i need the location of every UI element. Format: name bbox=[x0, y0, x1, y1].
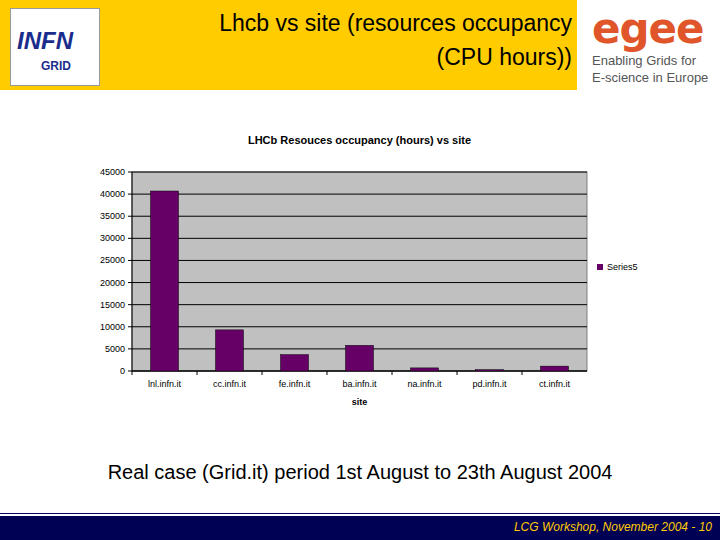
tick-mark bbox=[522, 371, 523, 375]
slide-title-line: Lhcb vs site (resources occupancy bbox=[219, 10, 572, 37]
tick-mark bbox=[128, 348, 132, 349]
grid-line bbox=[132, 304, 587, 305]
axis-label: site bbox=[352, 397, 368, 407]
tick-label: 40000 bbox=[100, 189, 125, 199]
tick-mark bbox=[128, 326, 132, 327]
logo-text: INFN bbox=[17, 27, 73, 55]
chart-title: LHCb Resouces occupancy (hours) vs site bbox=[248, 134, 471, 146]
tick-mark bbox=[132, 371, 133, 375]
tick-mark bbox=[128, 260, 132, 261]
tick-label: 5000 bbox=[105, 344, 125, 354]
tick-mark bbox=[392, 371, 393, 375]
tick-label: 35000 bbox=[100, 211, 125, 221]
footer-rule bbox=[0, 513, 720, 514]
bars bbox=[151, 191, 569, 371]
bar bbox=[346, 345, 374, 371]
chart: LHCb Resouces occupancy (hours) vs site 0… bbox=[82, 120, 657, 420]
legend-swatch bbox=[597, 264, 603, 270]
tick-mark bbox=[197, 371, 198, 375]
tick-label: 15000 bbox=[100, 300, 125, 310]
tick-mark bbox=[128, 282, 132, 283]
tick-mark bbox=[262, 371, 263, 375]
tick-label: ba.infn.it bbox=[342, 379, 377, 389]
grid-line bbox=[132, 260, 587, 261]
grid-line bbox=[132, 194, 587, 195]
tick-mark bbox=[457, 371, 458, 375]
tick-mark bbox=[128, 172, 132, 173]
bar bbox=[151, 191, 179, 371]
slide-title-line: (CPU hours)) bbox=[437, 44, 572, 71]
grid-line bbox=[132, 282, 587, 283]
logo-tagline: Enabling Grids for bbox=[592, 53, 696, 68]
logo-tagline: E-science in Europe bbox=[592, 70, 708, 85]
bar bbox=[216, 330, 244, 371]
tick-mark bbox=[128, 304, 132, 305]
bar bbox=[476, 370, 504, 371]
bar bbox=[541, 366, 569, 371]
tick-label: 20000 bbox=[100, 278, 125, 288]
bar bbox=[411, 368, 439, 371]
footer-text: LCG Workshop, November 2004 - 10 bbox=[514, 520, 712, 534]
logo-right: egee bbox=[592, 4, 704, 53]
legend-label: Series5 bbox=[607, 262, 638, 272]
grid-line bbox=[132, 216, 587, 217]
y-axis bbox=[132, 172, 133, 371]
grid-line bbox=[132, 172, 587, 173]
tick-label: 25000 bbox=[100, 255, 125, 265]
tick-label: cc.infn.it bbox=[213, 379, 247, 389]
logo-left: INFN GRID bbox=[10, 8, 100, 86]
tick-label: ct.infn.it bbox=[539, 379, 571, 389]
tick-label: lnl.infn.it bbox=[148, 379, 182, 389]
caption: Real case (Grid.it) period 1st August to… bbox=[0, 461, 720, 484]
legend-box bbox=[593, 260, 651, 276]
tick-mark bbox=[128, 216, 132, 217]
grid-line bbox=[132, 238, 587, 239]
tick-mark bbox=[128, 371, 132, 372]
logo-text: GRID bbox=[41, 59, 71, 73]
tick-label: 45000 bbox=[100, 167, 125, 177]
tick-mark bbox=[128, 194, 132, 195]
tick-label: 0 bbox=[120, 366, 125, 376]
plot-area bbox=[132, 172, 587, 371]
grid-line bbox=[132, 326, 587, 327]
tick-mark bbox=[128, 238, 132, 239]
tick-mark bbox=[327, 371, 328, 375]
tick-label: na.infn.it bbox=[407, 379, 442, 389]
tick-label: 10000 bbox=[100, 322, 125, 332]
tick-label: 30000 bbox=[100, 233, 125, 243]
chart-background bbox=[83, 121, 657, 420]
tick-label: pd.infn.it bbox=[472, 379, 507, 389]
bar bbox=[281, 355, 309, 371]
tick-label: fe.infn.it bbox=[279, 379, 311, 389]
